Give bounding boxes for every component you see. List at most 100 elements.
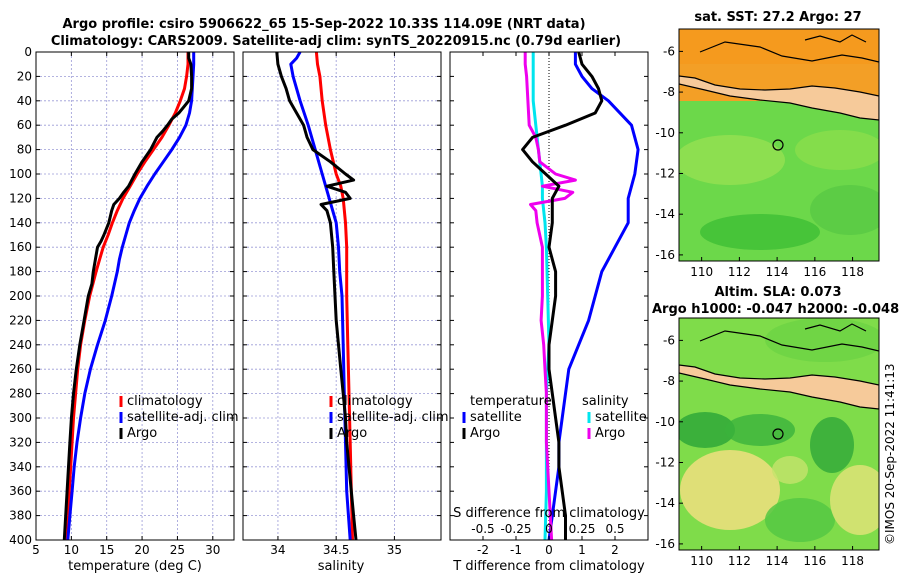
x-tick-label: 0 (545, 543, 553, 557)
sla-map-frame (678, 317, 880, 551)
salinity-difference-label: S difference from climatology (453, 506, 645, 521)
legend-label-sal-argo: Argo (595, 426, 625, 441)
difference-legend: temperature satellite Argo salinity sate… (462, 394, 647, 441)
legend-label-climatology: climatology (127, 394, 203, 409)
difference-xticks: -2 -1 0 1 2 (477, 52, 619, 557)
sla-map-ticks: 110 112 114 116 118 -6 -8 -10 -12 -14 -16 (655, 333, 864, 568)
difference-yticks (450, 51, 648, 541)
x-tick-label: 5 (32, 543, 40, 557)
series-line-climatology (65, 52, 190, 540)
x-tick-label: 15 (99, 543, 114, 557)
salinity-difference-ticks: -0.5 -0.25 0 0.25 0.5 (471, 522, 624, 536)
map-lon-tick-label: 110 (690, 265, 713, 279)
sst-map-frame (678, 28, 880, 262)
depth-tick-label: 220 (9, 313, 32, 327)
sla-low-patch (810, 417, 854, 473)
salinity-legend: climatology satellite-adj. clim Argo (329, 394, 449, 441)
salinity-difference-tick-label: 0 (545, 522, 553, 536)
map-lon-tick-label: 118 (841, 265, 864, 279)
depth-tick-label: 300 (9, 411, 32, 425)
depth-tick-label: 280 (9, 387, 32, 401)
difference-panel: -2 -1 0 1 2 -0.5 -0.25 0 0.25 0.5 S difference f… (449, 51, 649, 574)
map-lat-tick-label: -6 (663, 44, 675, 58)
depth-tick-label: 320 (9, 435, 32, 449)
sst-light-patch (679, 135, 785, 185)
legend-label-satellite: satellite-adj. clim (337, 410, 449, 425)
x-tick-label: -1 (510, 543, 522, 557)
series-line-salinity-argo (523, 52, 577, 540)
difference-series (521, 52, 640, 540)
sst-dark-patch (700, 214, 820, 250)
sla-high-patch (772, 456, 808, 484)
legend-label-temp-satellite: satellite (470, 410, 522, 425)
depth-tick-label: 60 (17, 118, 32, 132)
java-island (679, 364, 879, 410)
map-lat-tick-label: -12 (655, 455, 675, 469)
series-line-argo (275, 52, 358, 540)
salinity-series (275, 52, 358, 540)
x-tick-label: 35 (387, 543, 402, 557)
x-tick-label: -2 (477, 543, 489, 557)
argo-position-marker (772, 428, 784, 440)
map-lat-tick-label: -6 (663, 333, 675, 347)
map-lon-tick-label: 114 (766, 554, 789, 568)
sla-map-field (679, 318, 879, 550)
depth-tick-label: 340 (9, 460, 32, 474)
map-lat-tick-label: -16 (655, 248, 675, 262)
sst-map: sat. SST: 27.2 Argo: 27 110 112 114 116 118 -… (655, 10, 880, 279)
salinity-difference-tick-label: -0.5 (471, 522, 494, 536)
sla-high-patch (830, 465, 879, 535)
sst-dark-patch (810, 185, 879, 235)
map-lon-tick-label: 110 (690, 554, 713, 568)
sla-map-subtitle: Argo h1000: -0.047 h2000: -0.048 (652, 302, 899, 317)
temperature-panel: 0 20 40 60 80 100 120 140 160 180 200 220 240 260 280 3… (9, 45, 239, 574)
x-tick-label: 20 (134, 543, 149, 557)
map-lon-tick-label: 116 (803, 265, 826, 279)
coastline (699, 330, 879, 352)
temperature-xticks: 5 10 15 20 25 30 (32, 52, 220, 557)
depth-tick-label: 80 (17, 143, 32, 157)
legend-header-salinity: salinity (582, 394, 629, 409)
coastline (804, 323, 867, 332)
legend-label-satellite: satellite-adj. clim (127, 410, 239, 425)
sst-map-title: sat. SST: 27.2 Argo: 27 (694, 10, 861, 25)
map-lon-tick-label: 116 (803, 554, 826, 568)
map-lon-tick-label: 118 (841, 554, 864, 568)
legend-label-argo: Argo (337, 426, 367, 441)
salinity-difference-tick-label: 0.25 (569, 522, 596, 536)
sla-map: Altim. SLA: 0.073 Argo h1000: -0.047 h20… (652, 285, 899, 568)
sla-low-patch (725, 414, 795, 446)
series-line-argo (62, 52, 194, 540)
copyright-stamp: ©IMOS 20-Sep-2022 11:41:13 (883, 363, 897, 545)
series-line-temperature-argo (521, 52, 604, 540)
salinity-grid (243, 52, 441, 540)
depth-tick-label: 260 (9, 362, 32, 376)
temperature-grid (35, 52, 234, 540)
title-line-1: Argo profile: csiro 5906622_65 15-Sep-20… (62, 17, 585, 32)
salinity-difference-tick-label: 0.5 (605, 522, 624, 536)
depth-tick-label: 160 (9, 240, 32, 254)
map-lat-tick-label: -8 (663, 374, 675, 388)
map-lat-tick-label: -8 (663, 85, 675, 99)
x-tick-label: 34.5 (323, 543, 350, 557)
sst-map-field (679, 29, 879, 261)
java-island (679, 75, 879, 121)
temperature-legend: climatology satellite-adj. clim Argo (119, 394, 239, 441)
sst-map-ticks: 110 112 114 116 118 -6 -8 -10 -12 -14 -16 (655, 44, 864, 279)
salinity-panel: 34 34.5 35 salinity climatology satellite-… (242, 51, 449, 574)
legend-label-temp-argo: Argo (470, 426, 500, 441)
salinity-xticks: 34 34.5 35 (270, 52, 402, 557)
salinity-xlabel: salinity (318, 559, 365, 574)
temperature-series (62, 52, 196, 540)
depth-tick-label: 20 (17, 69, 32, 83)
temperature-difference-xlabel: T difference from climatology (452, 559, 645, 574)
map-lat-tick-label: -14 (655, 207, 675, 221)
depth-ticks: 0 20 40 60 80 100 120 140 160 180 200 220 240 260 280 3… (9, 45, 234, 547)
title-line-2: Climatology: CARS2009. Satellite-adj cli… (51, 34, 621, 49)
sst-light-patch (795, 130, 879, 170)
argo-position-marker (772, 139, 784, 151)
salinity-difference-tick-label: -0.25 (500, 522, 531, 536)
depth-tick-label: 40 (17, 94, 32, 108)
x-tick-label: 30 (205, 543, 220, 557)
sla-patch (765, 318, 879, 362)
